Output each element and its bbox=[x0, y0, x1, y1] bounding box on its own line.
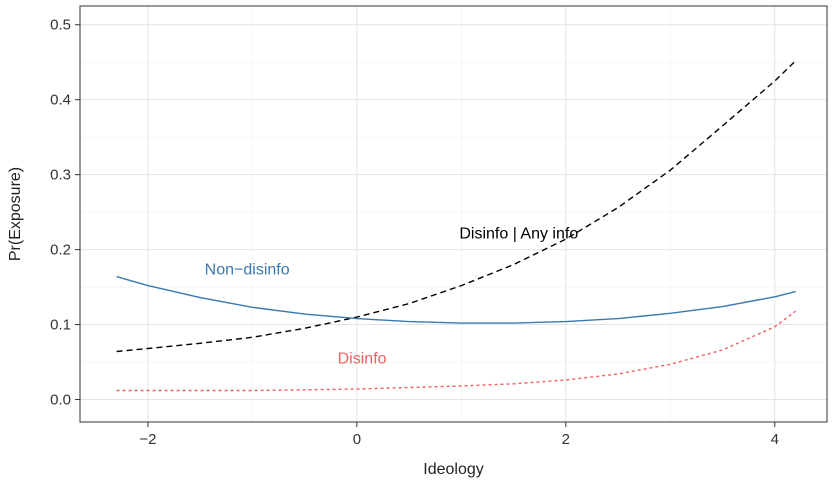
series-label: Disinfo | Any info bbox=[459, 225, 578, 242]
grid bbox=[80, 6, 827, 422]
y-tick-label: 0.0 bbox=[50, 392, 71, 409]
y-tick-label: 0.2 bbox=[50, 242, 71, 259]
x-tick-label: 0 bbox=[353, 431, 361, 448]
y-axis-title: Pr(Exposure) bbox=[7, 167, 24, 261]
series-label: Disinfo bbox=[338, 351, 387, 368]
y-tick-label: 0.3 bbox=[50, 167, 71, 184]
series-line bbox=[116, 60, 797, 353]
series-label: Non−disinfo bbox=[205, 261, 290, 278]
y-tick-label: 0.5 bbox=[50, 17, 71, 34]
series-line bbox=[116, 275, 796, 324]
x-axis-title: Ideology bbox=[423, 461, 484, 478]
series-lines bbox=[116, 60, 797, 392]
y-tick-label: 0.4 bbox=[50, 92, 71, 109]
series-line bbox=[116, 310, 797, 392]
y-tick-label: 0.1 bbox=[50, 317, 71, 334]
series-labels: Disinfo | Any info Non−disinfo Disinfo bbox=[205, 225, 579, 367]
plot-panel-border bbox=[79, 5, 828, 423]
x-tick-label: 2 bbox=[562, 431, 570, 448]
x-tick-label: 4 bbox=[771, 431, 779, 448]
axis-ticks: −2 0 2 4 0.0 0.1 0.2 0.3 0.4 0.5 bbox=[50, 17, 779, 448]
x-tick-label: −2 bbox=[139, 431, 156, 448]
